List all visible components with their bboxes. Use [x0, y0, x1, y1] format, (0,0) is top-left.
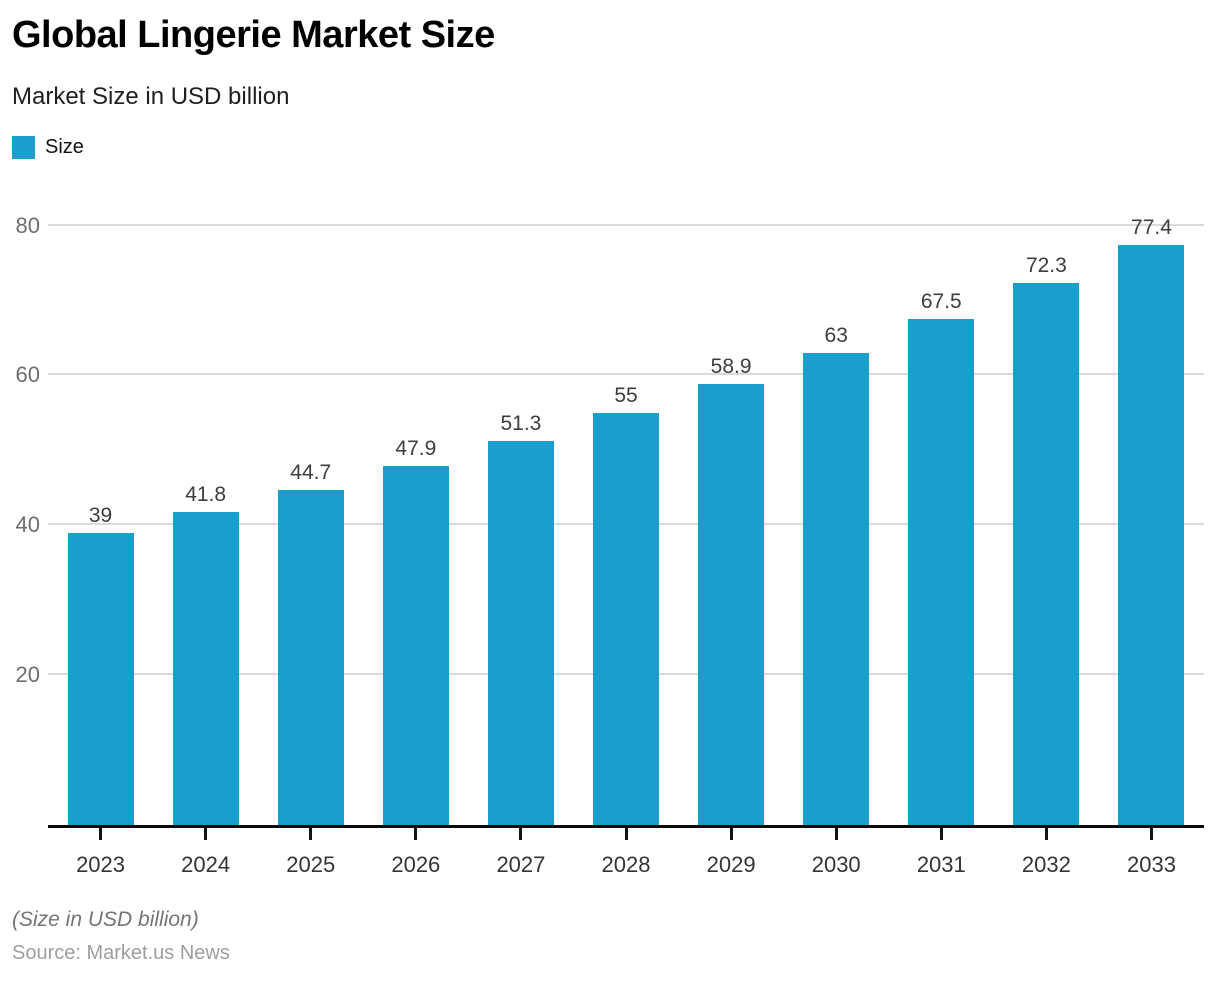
chart-title: Global Lingerie Market Size [12, 14, 495, 56]
x-axis-tick [519, 827, 523, 840]
x-axis-label: 2030 [811, 851, 861, 877]
x-axis-slot: 2026 [363, 827, 468, 877]
bar-slot: 41.8 [153, 193, 258, 825]
x-axis-slot: 2029 [679, 827, 784, 877]
bar-2028 [593, 412, 660, 825]
x-axis-tick [414, 827, 418, 840]
bar-2023 [67, 532, 134, 825]
y-axis-tick-label: 20 [15, 661, 40, 687]
bar-value-label: 44.7 [290, 460, 332, 484]
bar-value-label: 39 [88, 503, 113, 527]
source-credit: Source: Market.us News [12, 941, 230, 964]
bar-slot: 77.4 [1099, 193, 1204, 825]
bar-2024 [172, 511, 239, 825]
bar-slot: 39 [48, 193, 153, 825]
x-axis-label: 2029 [706, 851, 756, 877]
x-axis-slot: 2031 [889, 827, 994, 877]
x-axis-label: 2032 [1021, 851, 1071, 877]
x-axis-slot: 2033 [1099, 827, 1204, 877]
x-axis-slot: 2025 [258, 827, 363, 877]
x-axis-tick [204, 827, 208, 840]
bar-2032 [1013, 283, 1080, 825]
x-axis-label: 2027 [496, 851, 546, 877]
x-axis-label: 2026 [391, 851, 441, 877]
bar-2033 [1118, 245, 1185, 825]
bar-slot: 44.7 [258, 193, 363, 825]
bar-value-label: 77.4 [1131, 216, 1172, 240]
x-axis-slot: 2032 [994, 827, 1099, 877]
y-axis-tick-label: 40 [15, 512, 40, 538]
x-axis-tick [309, 827, 313, 840]
x-axis-tick [624, 827, 628, 840]
x-axis-slot: 2028 [573, 827, 678, 877]
bar-2027 [487, 440, 554, 825]
x-axis-tick [99, 827, 103, 840]
chart-subtitle: Market Size in USD billion [12, 82, 290, 110]
x-axis-slot: 2027 [468, 827, 573, 877]
bar-slot: 72.3 [994, 193, 1099, 825]
x-axis-label: 2031 [916, 851, 966, 877]
bar-slot: 55 [573, 193, 678, 825]
bar-2025 [277, 489, 344, 825]
bar-value-label: 51.3 [500, 411, 542, 435]
bar-value-label: 63 [824, 323, 848, 347]
x-axis-tick [1044, 827, 1048, 840]
legend-label: Size [45, 135, 84, 158]
x-axis-label: 2025 [286, 851, 336, 877]
x-axis-label: 2023 [76, 851, 126, 877]
bar-value-label: 47.9 [395, 437, 437, 461]
x-axis-tick [1149, 827, 1153, 840]
x-axis-label: 2028 [601, 851, 651, 877]
plot-area: 20 40 60 80 39 41.8 44.7 47.9 51.3 55 58.9 63 67.5 72… [16, 193, 1204, 828]
bar-value-label: 72.3 [1025, 254, 1067, 278]
y-axis-tick-label: 60 [15, 362, 40, 388]
bar-2030 [803, 352, 870, 825]
y-axis-tick-label: 80 [15, 212, 40, 238]
legend: Size [12, 135, 1204, 159]
x-axis-slot: 2023 [48, 827, 153, 877]
x-axis-slot: 2024 [153, 827, 258, 877]
x-axis-tick [939, 827, 943, 840]
bar-value-label: 58.9 [710, 354, 752, 378]
gridline [48, 223, 1204, 226]
x-axis-label: 2033 [1127, 851, 1176, 877]
bar-2031 [908, 319, 975, 825]
bar-slot: 47.9 [363, 193, 468, 825]
bar-slot: 51.3 [468, 193, 573, 825]
bar-2029 [698, 383, 765, 825]
bar-value-label: 41.8 [185, 482, 227, 506]
x-axis-label: 2024 [181, 851, 231, 877]
bar-slot: 58.9 [679, 193, 784, 825]
bars-layer: 39 41.8 44.7 47.9 51.3 55 58.9 63 67.5 72.3 77.4 [48, 193, 1204, 825]
x-axis-tick [834, 827, 838, 840]
x-axis-tick [729, 827, 733, 840]
footnote: (Size in USD billion) [12, 907, 199, 931]
gridline [48, 373, 1204, 376]
bar-slot: 67.5 [889, 193, 994, 825]
bar-value-label: 55 [614, 383, 638, 407]
bar-value-label: 67.5 [920, 290, 962, 314]
legend-swatch-icon [12, 135, 35, 159]
x-axis: 2023 2024 2025 2026 2027 2028 2029 2030 2031 2032… [48, 827, 1204, 877]
bar-slot: 63 [784, 193, 889, 825]
x-axis-slot: 2030 [784, 827, 889, 877]
bar-2026 [382, 466, 449, 825]
